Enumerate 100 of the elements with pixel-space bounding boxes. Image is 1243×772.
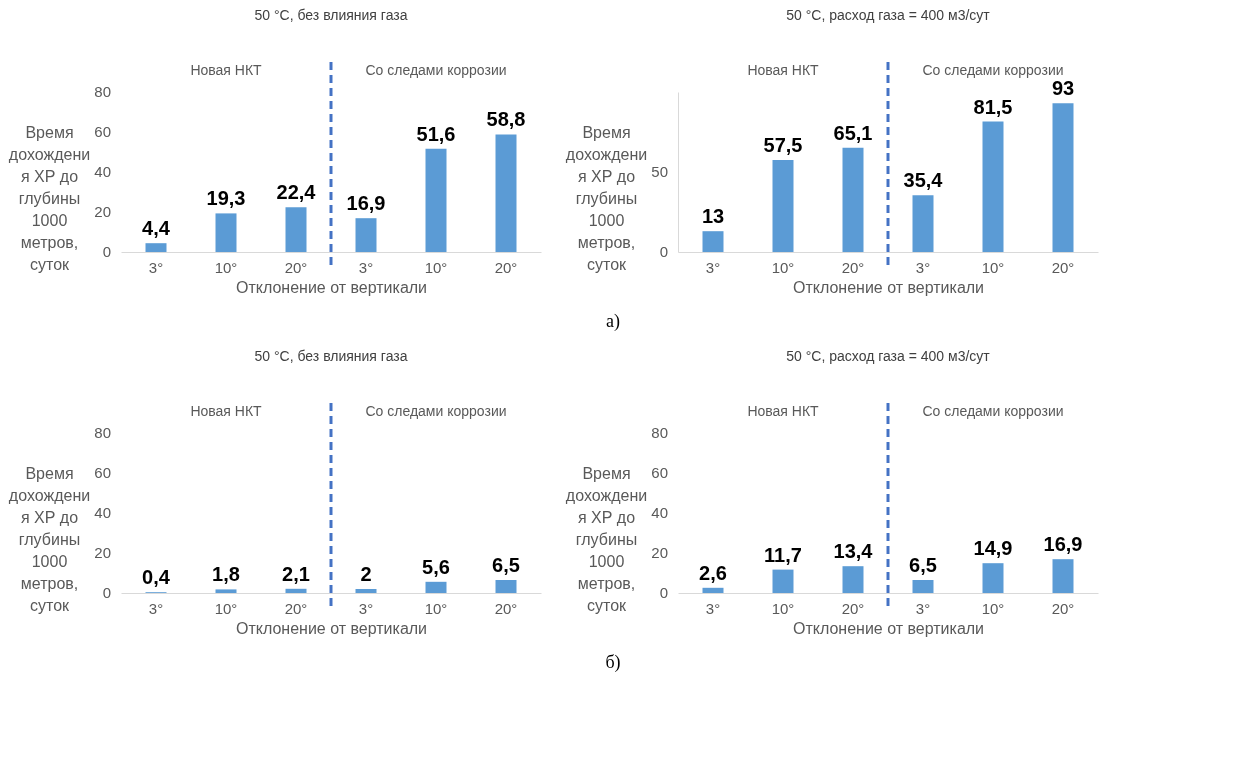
data-label: 22,4 <box>276 181 317 204</box>
y-tick-label: 60 <box>94 464 111 481</box>
data-label: 2,1 <box>282 562 310 585</box>
data-label: 16,9 <box>1043 533 1083 556</box>
data-label: 65,1 <box>833 121 873 144</box>
bar <box>982 121 1004 252</box>
y-tick-label: 60 <box>94 123 111 140</box>
x-tick-label: 20° <box>1051 258 1075 276</box>
data-label: 6,5 <box>492 554 520 576</box>
data-label: 93 <box>1051 77 1075 100</box>
bar <box>495 134 517 252</box>
bar <box>1052 559 1074 593</box>
x-axis-title: Отклонение от вертикали <box>792 278 985 296</box>
x-tick-label: 3° <box>148 258 164 276</box>
y-axis-title: Время дохождения ХР до глубины 1000 метров, суток <box>8 464 91 614</box>
text: Со следами коррозии <box>922 403 1064 419</box>
y-tick-label: 20 <box>94 203 111 220</box>
data-label: 6,5 <box>909 554 937 576</box>
data-label: 13,4 <box>833 540 874 563</box>
bar <box>1052 103 1074 252</box>
y-tick-label: 60 <box>651 464 668 481</box>
text: Со следами коррозии <box>365 403 507 419</box>
data-label: 0,4 <box>142 566 171 589</box>
text: б) <box>605 652 621 673</box>
y-tick-label: 40 <box>94 504 111 521</box>
chart-title: 50 °C, расход газа = 400 м3/сут <box>786 6 991 23</box>
data-label: 1,8 <box>212 563 240 586</box>
y-tick-label: 0 <box>102 584 111 601</box>
x-tick-label: 10° <box>424 258 448 276</box>
text: Новая НКТ <box>747 62 820 78</box>
data-label: 19,3 <box>206 187 246 210</box>
bar <box>495 580 517 593</box>
data-label: 16,9 <box>346 192 386 215</box>
data-label: 14,9 <box>973 537 1013 560</box>
bar <box>772 160 794 252</box>
y-axis-title: Время дохождения ХР до глубины 1000 метров, суток <box>8 123 91 273</box>
x-tick-label: 10° <box>771 599 795 617</box>
x-tick-label: 3° <box>915 258 931 276</box>
y-tick-label: 40 <box>651 504 668 521</box>
y-tick-label: 20 <box>94 544 111 561</box>
x-tick-label: 20° <box>841 599 865 617</box>
x-tick-label: 3° <box>358 599 374 617</box>
data-label: 11,7 <box>764 543 802 566</box>
x-tick-label: 20° <box>494 258 518 276</box>
y-tick-label: 20 <box>651 544 668 561</box>
text: Со следами коррозии <box>922 62 1064 78</box>
bar <box>912 580 934 593</box>
data-label: 81,5 <box>973 95 1013 118</box>
bar <box>215 213 237 252</box>
bar <box>842 566 864 593</box>
data-label: 2 <box>360 563 372 585</box>
bar <box>702 587 724 593</box>
data-label: 5,6 <box>422 555 450 578</box>
x-tick-label: 20° <box>1051 599 1075 617</box>
x-tick-label: 3° <box>915 599 931 617</box>
x-tick-label: 10° <box>424 599 448 617</box>
x-tick-label: 20° <box>841 258 865 276</box>
y-tick-label: 0 <box>659 243 668 260</box>
text: Новая НКТ <box>190 62 263 78</box>
y-tick-label: 0 <box>102 243 111 260</box>
bar <box>772 569 794 593</box>
x-tick-label: 3° <box>358 258 374 276</box>
y-tick-label: 50 <box>651 163 668 180</box>
bar <box>285 588 307 593</box>
chart-title: 50 °C, расход газа = 400 м3/сут <box>786 347 991 364</box>
y-tick-label: 80 <box>651 424 668 441</box>
data-label: 57,5 <box>763 134 803 156</box>
x-tick-label: 10° <box>981 258 1005 276</box>
x-tick-label: 20° <box>284 258 308 276</box>
bar <box>912 195 934 252</box>
y-tick-label: 80 <box>94 424 111 441</box>
text: Новая НКТ <box>747 403 820 419</box>
y-axis-title: Время дохождения ХР до глубины 1000 метров, суток <box>565 464 648 614</box>
bar <box>702 231 724 252</box>
x-tick-label: 10° <box>214 599 238 617</box>
x-tick-label: 3° <box>705 258 721 276</box>
bar <box>425 581 447 593</box>
x-tick-label: 10° <box>214 258 238 276</box>
bar <box>215 589 237 593</box>
x-axis-title: Отклонение от вертикали <box>235 278 428 296</box>
text: Новая НКТ <box>190 403 263 419</box>
y-tick-label: 0 <box>659 584 668 601</box>
bar <box>145 243 167 252</box>
x-tick-label: 20° <box>284 599 308 617</box>
chart-title: 50 °C, без влияния газа <box>254 347 408 364</box>
y-axis-title: Время дохождения ХР до глубины 1000 метров, суток <box>565 123 648 273</box>
x-tick-label: 20° <box>494 599 518 617</box>
bar <box>355 218 377 252</box>
text: а) <box>606 311 620 332</box>
y-tick-label: 80 <box>94 83 111 100</box>
x-axis-title: Отклонение от вертикали <box>235 619 428 637</box>
data-label: 51,6 <box>416 122 456 145</box>
text: Со следами коррозии <box>365 62 507 78</box>
data-label: 58,8 <box>486 108 526 131</box>
data-label: 35,4 <box>903 169 944 192</box>
bar <box>982 563 1004 593</box>
data-label: 2,6 <box>699 561 727 584</box>
bar <box>842 147 864 252</box>
x-tick-label: 10° <box>981 599 1005 617</box>
x-axis-title: Отклонение от вертикали <box>792 619 985 637</box>
